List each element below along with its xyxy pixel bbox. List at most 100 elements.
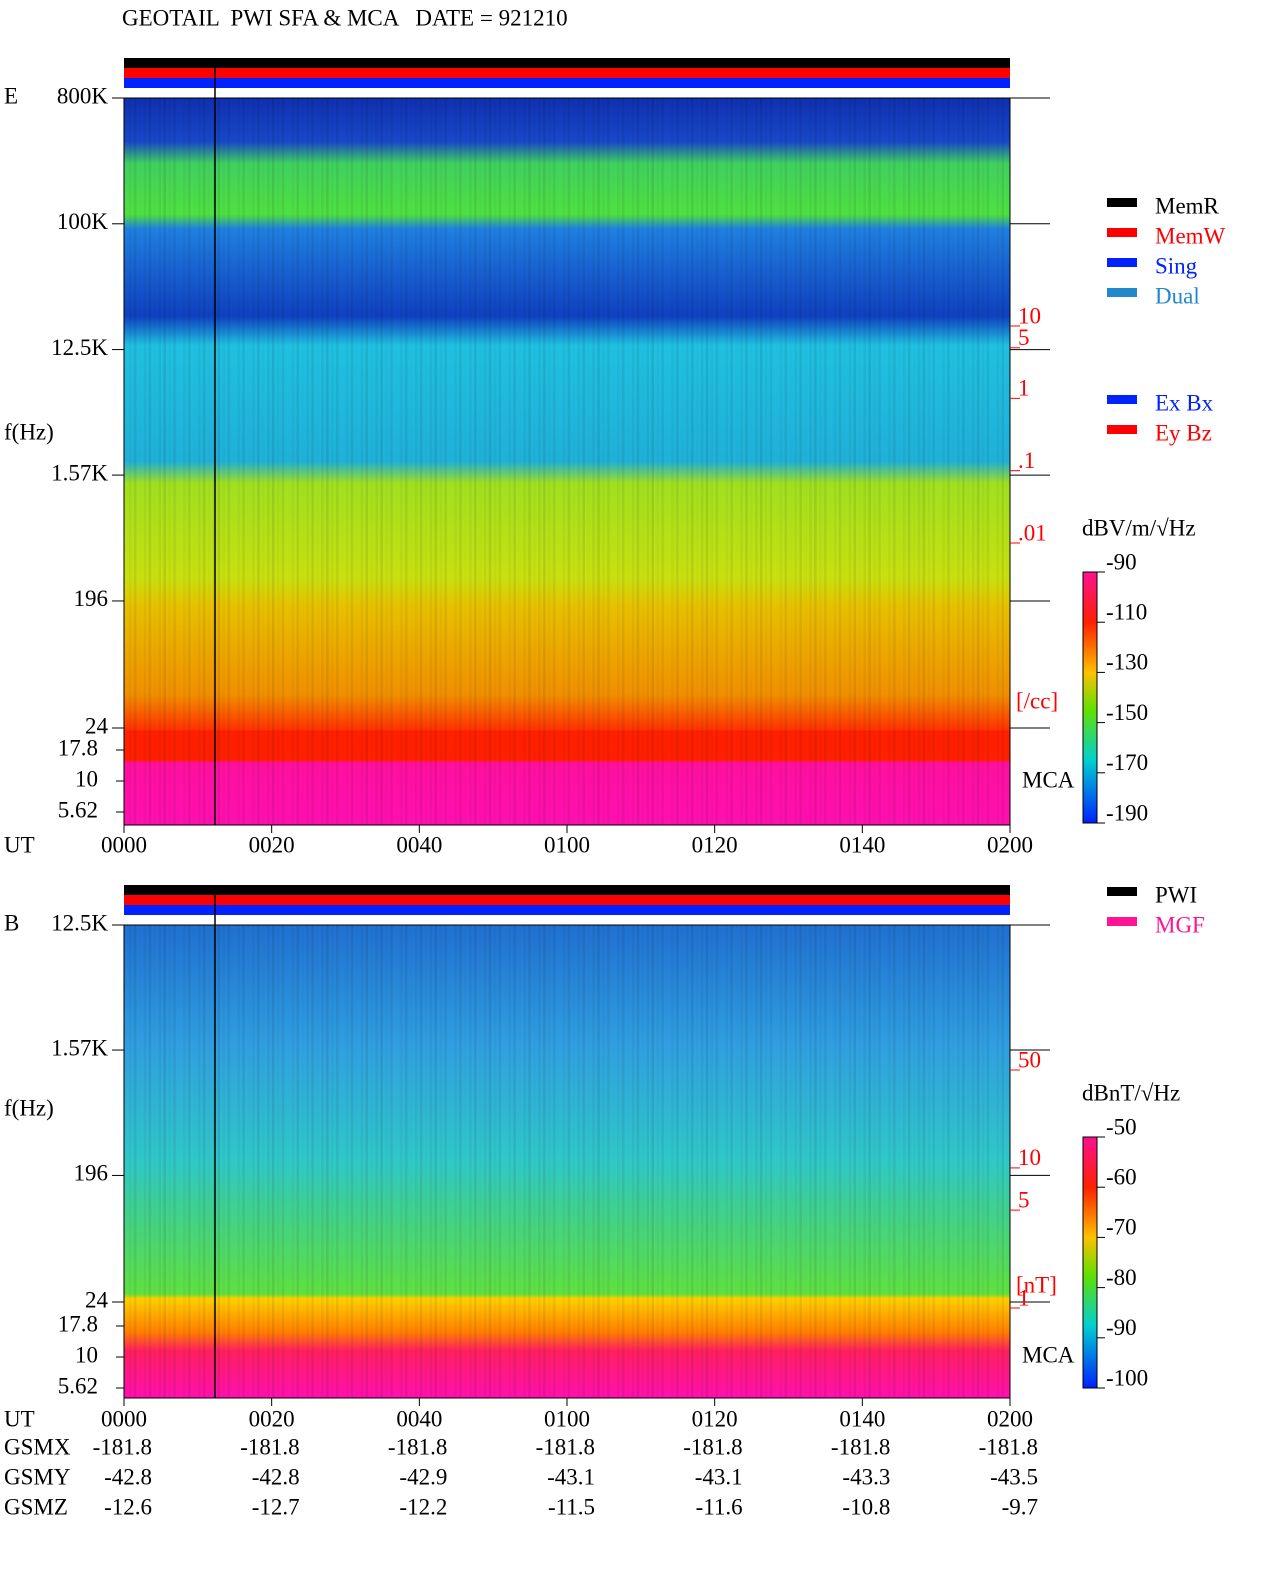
spectrogram-texture	[1006, 98, 1009, 825]
spectrogram-texture	[434, 925, 438, 1398]
status-bar	[124, 905, 1010, 915]
spectrogram-texture	[212, 925, 216, 1398]
spectrogram-texture	[543, 925, 546, 1398]
legend-swatch	[1107, 228, 1137, 237]
spectrogram-texture	[296, 925, 300, 1398]
y-tick-label: 196	[74, 1161, 109, 1186]
spectrogram-texture	[917, 925, 921, 1398]
spectrogram-texture	[469, 98, 472, 825]
spectrogram-texture	[671, 925, 674, 1398]
spectrogram-texture	[888, 925, 891, 1398]
spectrogram-texture	[848, 98, 852, 825]
x-tick-label: 0120	[692, 832, 738, 857]
colorbar-tick-label: -130	[1106, 650, 1148, 675]
spectrogram-texture	[971, 925, 975, 1398]
spectrogram-texture	[947, 98, 950, 825]
spectrogram-texture	[197, 98, 201, 825]
spectrogram-texture	[509, 98, 512, 825]
x-tick-label: 0040	[396, 832, 442, 857]
spectrogram-texture	[518, 98, 521, 825]
spectrogram-texture	[440, 925, 443, 1398]
colorbar-tick-label: -80	[1106, 1265, 1137, 1290]
spectrogram-texture	[538, 98, 541, 825]
spectrogram-texture	[582, 925, 585, 1398]
spectrogram-texture	[208, 98, 211, 825]
spectrogram-texture	[242, 925, 245, 1398]
spectrogram-texture	[986, 98, 990, 825]
legend-label: Ex Bx	[1155, 390, 1214, 415]
spectrogram-texture	[997, 98, 1000, 825]
y2-tick-label: 50	[1018, 1047, 1041, 1072]
x-tick-label: 0000	[101, 1406, 147, 1431]
spectrogram-texture	[479, 925, 482, 1398]
y-tick-label: 1.57K	[51, 460, 108, 485]
spectrogram-texture	[148, 925, 152, 1398]
spectrogram-texture	[636, 98, 640, 825]
spectrogram-texture	[509, 925, 512, 1398]
spectrogram-texture	[617, 925, 620, 1398]
spectrogram-texture	[193, 925, 196, 1398]
spectrogram-texture	[804, 98, 807, 825]
orbit-value: -181.8	[979, 1434, 1038, 1459]
spectrogram-texture	[528, 98, 531, 825]
spectrogram-texture	[154, 98, 157, 825]
spectrogram-texture	[607, 925, 610, 1398]
spectrogram-texture	[405, 925, 408, 1398]
spectrogram-texture	[711, 98, 714, 825]
spectrogram-texture	[148, 98, 152, 825]
spectrogram-texture	[888, 98, 891, 825]
spectrogram-texture	[390, 98, 393, 825]
spectrogram-texture	[528, 925, 531, 1398]
spectrogram-texture	[202, 98, 206, 825]
x-tick-label: 0100	[544, 832, 590, 857]
spectrogram-texture	[686, 925, 689, 1398]
spectrogram-texture	[878, 925, 881, 1398]
spectrogram-texture	[790, 98, 793, 825]
spectrogram-texture	[878, 98, 881, 825]
page-title: GEOTAIL PWI SFA & MCA DATE = 921210	[122, 5, 568, 30]
spectrogram-texture	[859, 925, 862, 1398]
spectrogram-texture	[1001, 98, 1005, 825]
spectrogram-texture	[523, 925, 526, 1398]
y-tick-label: 196	[74, 586, 109, 611]
spectrogram-texture	[262, 925, 265, 1398]
spectrogram-texture	[414, 925, 418, 1398]
orbit-value: -11.5	[548, 1494, 595, 1519]
spectrogram-texture	[765, 98, 768, 825]
spectrogram-texture	[651, 98, 655, 825]
spectrogram-texture	[163, 98, 166, 825]
x-axis-label: UT	[4, 832, 35, 857]
status-bar	[124, 58, 1010, 68]
spectrogram-texture	[932, 925, 936, 1398]
spectrogram-texture	[498, 925, 502, 1398]
spectrogram-texture	[543, 98, 546, 825]
spectrogram-texture	[168, 925, 171, 1398]
y2-tick-label: 10	[1018, 1145, 1041, 1170]
orbit-label: GSMY	[4, 1464, 71, 1489]
spectrogram-texture	[548, 98, 551, 825]
spectrogram-texture	[242, 98, 245, 825]
spectrogram-texture	[967, 925, 970, 1398]
spectrogram-texture	[838, 925, 842, 1398]
spectrogram-texture	[809, 98, 812, 825]
spectrogram-texture	[513, 925, 516, 1398]
spectrogram-texture	[410, 98, 413, 825]
spectrogram-texture	[942, 925, 945, 1398]
spectrogram-texture	[957, 98, 960, 825]
spectrogram-texture	[700, 98, 704, 825]
spectrogram-texture	[809, 925, 812, 1398]
spectrogram-texture	[385, 98, 388, 825]
spectrogram-texture	[848, 925, 852, 1398]
spectrogram-texture	[533, 925, 536, 1398]
spectrogram-texture	[385, 925, 388, 1398]
spectrogram-texture	[922, 98, 926, 825]
spectrogram-texture	[139, 98, 142, 825]
spectrogram-texture	[696, 925, 699, 1398]
spectrogram-texture	[907, 98, 911, 825]
spectrogram-texture	[997, 925, 1000, 1398]
spectrogram-texture	[301, 98, 304, 825]
colorbar	[1082, 571, 1098, 824]
spectrogram-texture	[780, 925, 783, 1398]
spectrogram-texture	[853, 98, 857, 825]
y2-tick-label: .01	[1018, 520, 1047, 545]
